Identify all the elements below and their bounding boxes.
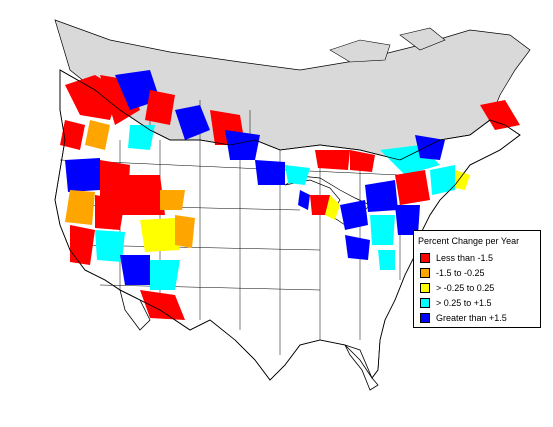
legend-item-greater-than-1-5: Greater than +1.5	[420, 311, 507, 324]
map-legend: Percent Change per Year Less than -1.5 -…	[413, 230, 541, 328]
legend-swatch-orange	[420, 267, 430, 278]
florida-peninsula	[344, 344, 379, 391]
legend-item-less-than-minus-1-5: Less than -1.5	[420, 251, 493, 264]
legend-swatch-red	[420, 252, 430, 263]
legend-label: Less than -1.5	[436, 252, 494, 263]
legend-label: -1.5 to -0.25	[436, 267, 485, 278]
legend-title: Percent Change per Year	[418, 236, 520, 246]
legend-item-0-25-to-1-5: > 0.25 to +1.5	[420, 296, 492, 309]
legend-label: > -0.25 to 0.25	[436, 282, 495, 293]
legend-label: > 0.25 to +1.5	[436, 297, 492, 308]
legend-swatch-cyan	[420, 297, 430, 308]
legend-item-minus-1-5-to-minus-0-25: -1.5 to -0.25	[420, 266, 485, 279]
arctic-island	[399, 27, 446, 51]
arctic-island	[329, 39, 391, 63]
survey-trend-cells	[60, 70, 520, 320]
coastline-outline	[54, 69, 521, 381]
legend-item-minus-0-25-to-0-25: > -0.25 to 0.25	[420, 281, 494, 294]
legend-swatch-yellow	[420, 282, 430, 293]
legend-swatch-blue	[420, 312, 430, 323]
legend-label: Greater than +1.5	[436, 312, 507, 323]
